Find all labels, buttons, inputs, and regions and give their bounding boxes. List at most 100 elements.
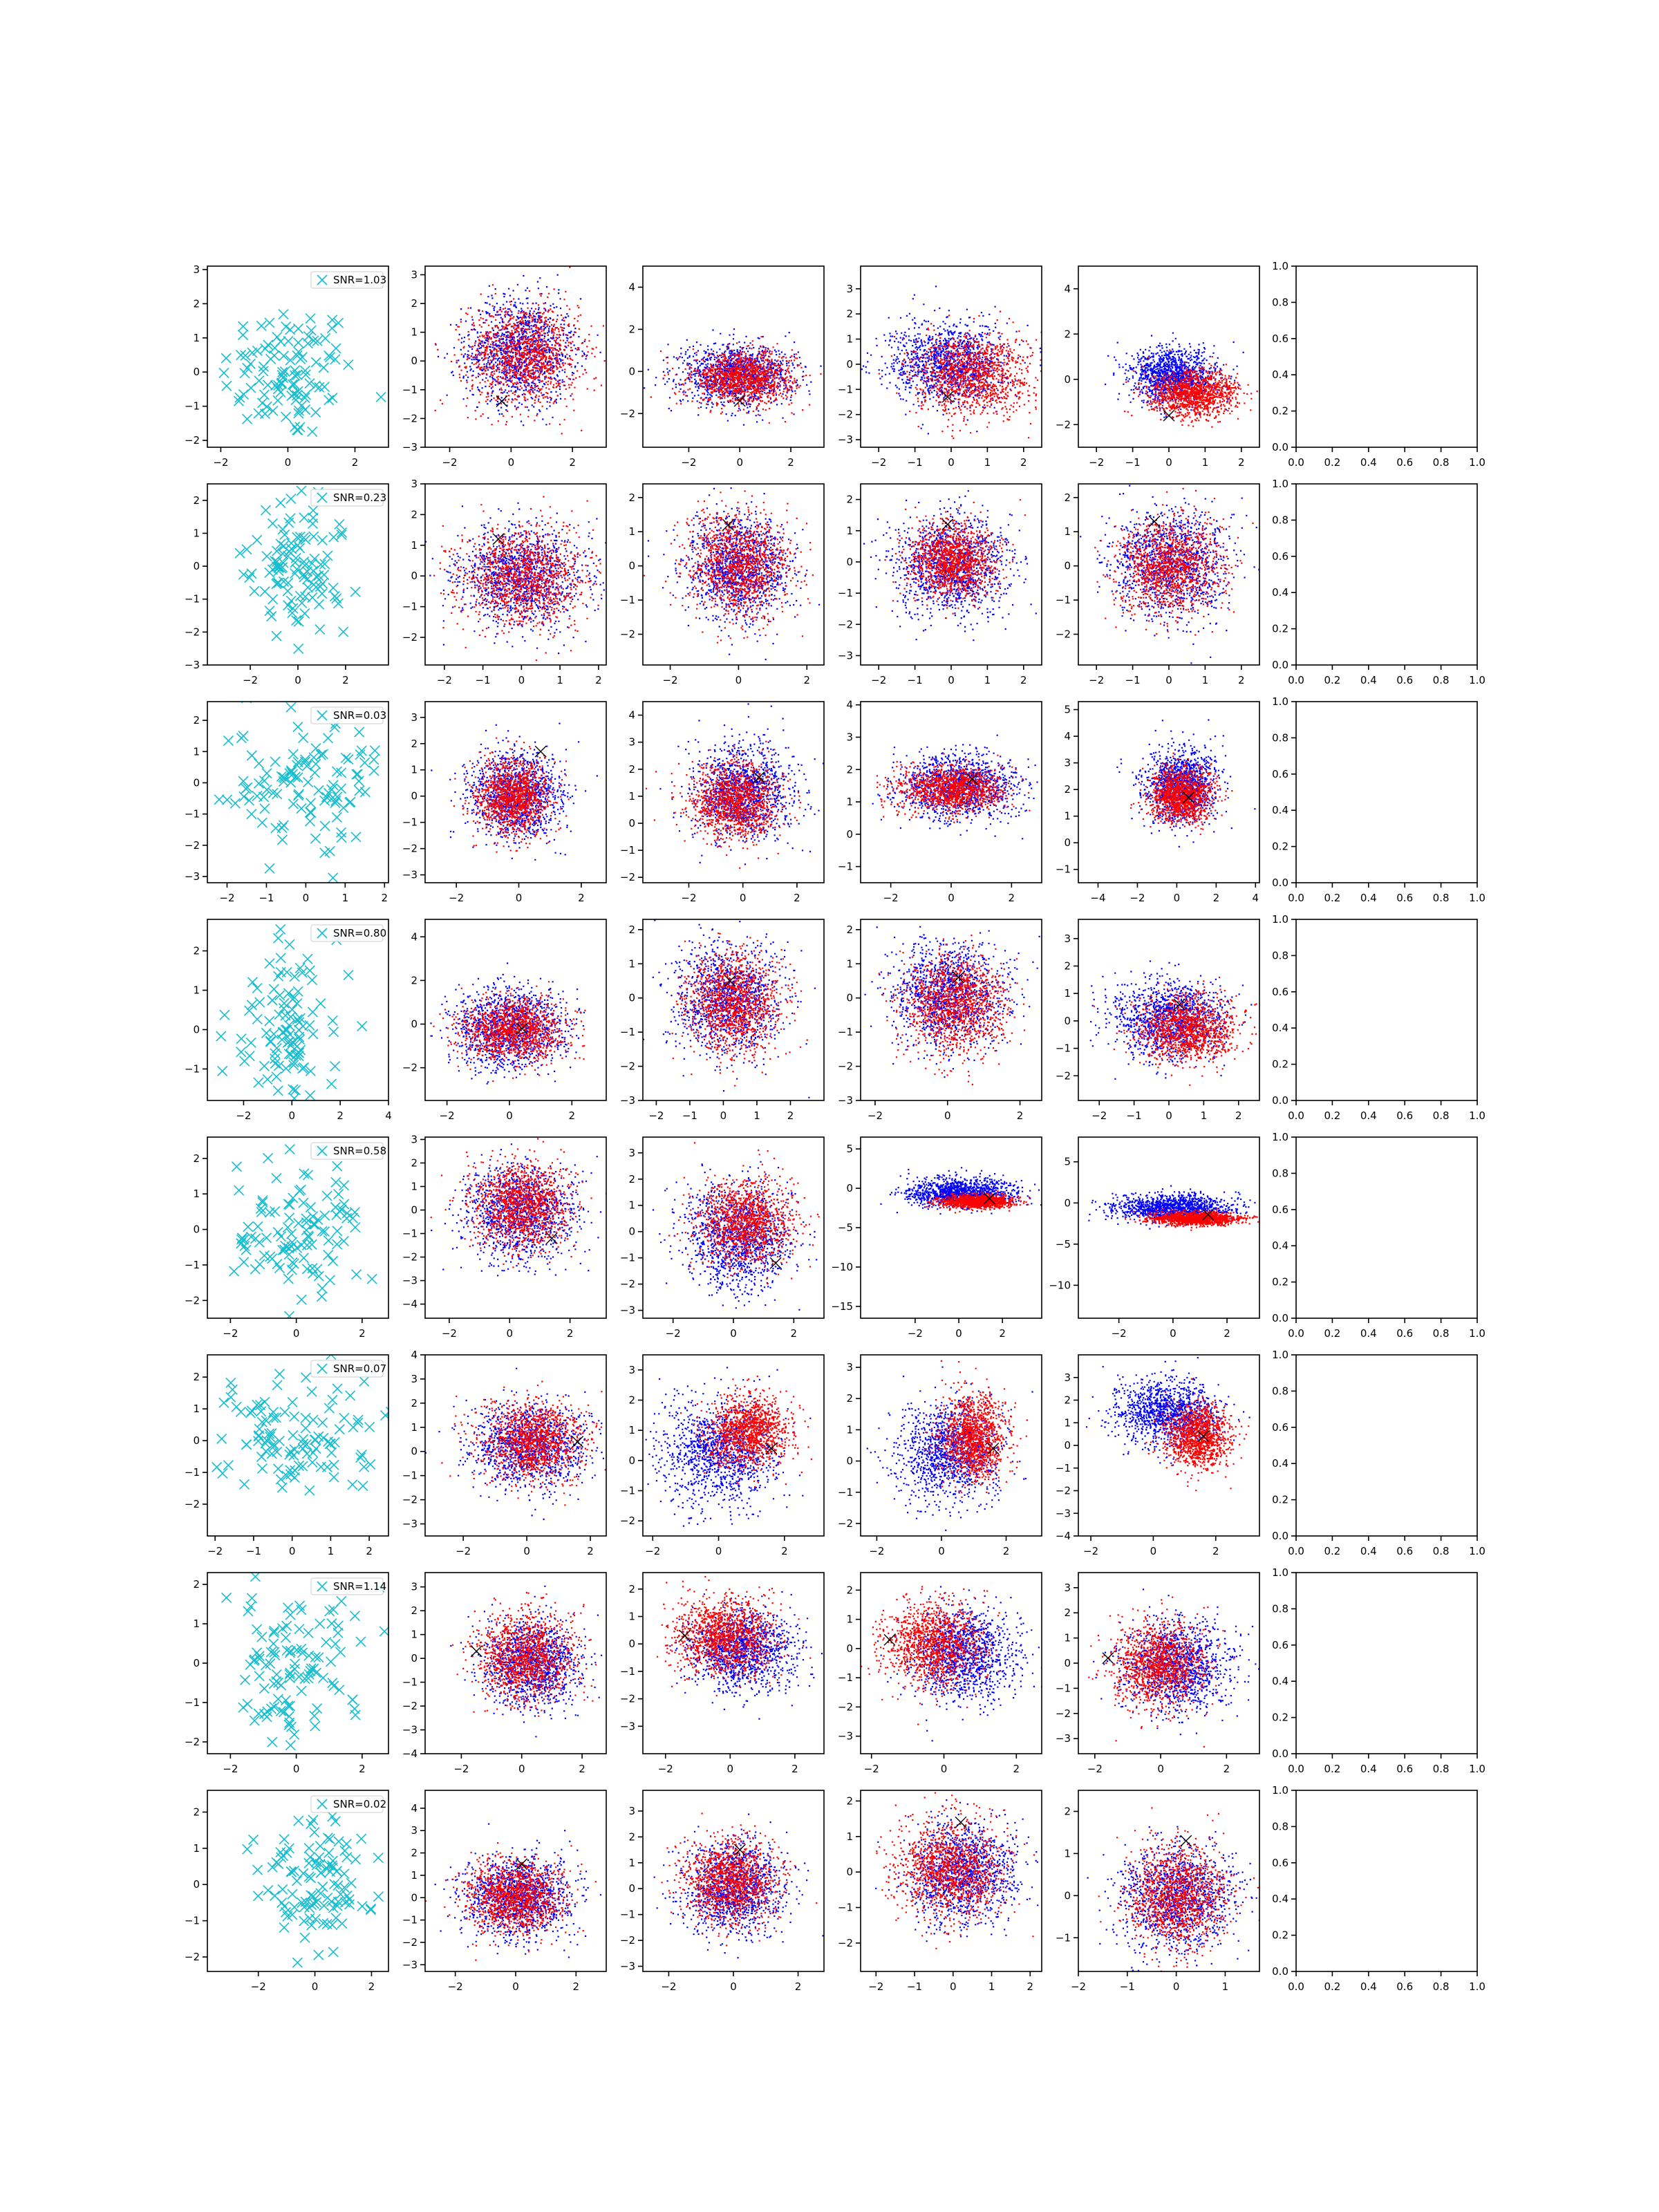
panel-r2-c5-empty: 0.0 0.2 0.4 0.6 0.8 1.00.00.20.40.60.81.0 bbox=[1272, 695, 1485, 904]
y-tick-label: 1 bbox=[1064, 987, 1071, 1000]
x-tick-label: −1 bbox=[1120, 1980, 1135, 1993]
x-tick-label: 0 bbox=[506, 1109, 513, 1122]
y-tick-label: 1 bbox=[628, 525, 635, 538]
x-tick-label: 2 bbox=[337, 1109, 344, 1122]
x-tick-label: −2 bbox=[1112, 1327, 1127, 1340]
x-tick-label: 0.6 bbox=[1396, 1109, 1413, 1122]
x-tick-label: 0.0 bbox=[1288, 456, 1304, 469]
y-tick-label: −1 bbox=[185, 1466, 200, 1479]
x-tick-label: 0.4 bbox=[1360, 892, 1377, 904]
x-tick-label: −1 bbox=[246, 1545, 261, 1557]
y-tick-label: 0 bbox=[411, 355, 418, 367]
x-tick-label: 0.6 bbox=[1396, 674, 1413, 686]
x-tick-label: 0.2 bbox=[1324, 1763, 1340, 1775]
y-tick-label: 0.4 bbox=[1272, 586, 1288, 599]
x-tick-label: −4 bbox=[1090, 892, 1105, 904]
x-tick-label: 0.0 bbox=[1288, 1763, 1304, 1775]
x-tick-label: 0.8 bbox=[1433, 1327, 1450, 1340]
y-tick-label: 0.2 bbox=[1272, 1276, 1288, 1288]
x-tick-label: 2 bbox=[804, 674, 811, 686]
x-tick-label: 1.0 bbox=[1469, 456, 1485, 469]
x-tick-label: 0.8 bbox=[1433, 1980, 1450, 1993]
x-tick-label: 0 bbox=[1165, 456, 1172, 469]
y-tick-label: 1.0 bbox=[1272, 1349, 1288, 1361]
y-tick-label: 0 bbox=[846, 358, 853, 371]
y-tick-label: −4 bbox=[1056, 1530, 1071, 1542]
x-tick-label: 0.0 bbox=[1288, 1980, 1304, 1993]
x-tick-label: 1.0 bbox=[1469, 1980, 1485, 1993]
panel-r3-c5-empty: 0.0 0.2 0.4 0.6 0.8 1.00.00.20.40.60.81.0 bbox=[1272, 913, 1485, 1122]
y-tick-label: 3 bbox=[411, 1373, 418, 1385]
y-tick-label: −2 bbox=[620, 1693, 635, 1705]
y-tick-label: −2 bbox=[402, 412, 418, 424]
y-tick-label: 0.2 bbox=[1272, 1058, 1288, 1071]
x-tick-label: 0.6 bbox=[1396, 1545, 1413, 1557]
x-tick-label: 2 bbox=[1027, 1980, 1034, 1993]
y-tick-label: −2 bbox=[1056, 628, 1071, 641]
y-tick-label: 0 bbox=[846, 992, 853, 1004]
panel-r4-c3: −2 0 2−15−10−505 bbox=[831, 1137, 1042, 1340]
y-tick-label: −1 bbox=[402, 1914, 418, 1927]
y-tick-label: 0.0 bbox=[1272, 1312, 1288, 1324]
x-tick-label: −2 bbox=[658, 1763, 673, 1775]
y-tick-label: 0.6 bbox=[1272, 1203, 1288, 1216]
y-tick-label: 1 bbox=[846, 957, 853, 970]
x-tick-label: 1 bbox=[1202, 674, 1209, 686]
y-tick-label: −3 bbox=[1056, 1507, 1071, 1519]
x-tick-label: 0 bbox=[948, 674, 955, 686]
y-tick-label: 2 bbox=[411, 1604, 418, 1617]
x-tick-label: 2 bbox=[1224, 1763, 1230, 1775]
y-tick-label: 3 bbox=[1064, 1371, 1071, 1384]
y-tick-label: 3 bbox=[1064, 932, 1071, 945]
axes-background bbox=[643, 1573, 824, 1754]
data-point bbox=[259, 1100, 268, 1110]
y-tick-label: −3 bbox=[402, 1724, 418, 1736]
y-tick-label: 2 bbox=[846, 1392, 853, 1405]
y-tick-label: 0.8 bbox=[1272, 296, 1288, 308]
y-tick-label: 3 bbox=[411, 711, 418, 724]
x-tick-label: −2 bbox=[442, 1327, 457, 1340]
y-tick-label: 1 bbox=[846, 796, 853, 808]
x-tick-label: 0.2 bbox=[1324, 1327, 1340, 1340]
y-tick-label: −1 bbox=[620, 1485, 635, 1497]
data-point bbox=[390, 1927, 400, 1936]
x-tick-label: 2 bbox=[791, 1763, 798, 1775]
x-tick-label: 1 bbox=[984, 674, 991, 686]
y-tick-label: 0.2 bbox=[1272, 405, 1288, 418]
y-tick-label: 0 bbox=[411, 790, 418, 803]
y-tick-label: 0 bbox=[628, 560, 635, 572]
x-tick-label: 0.0 bbox=[1288, 892, 1304, 904]
y-tick-label: 3 bbox=[411, 478, 418, 490]
x-tick-label: −2 bbox=[1089, 674, 1104, 686]
x-tick-label: −2 bbox=[243, 674, 258, 686]
y-tick-label: 2 bbox=[628, 1173, 635, 1185]
y-tick-label: 2 bbox=[846, 763, 853, 776]
axes-background bbox=[207, 1573, 388, 1754]
x-tick-label: 2 bbox=[366, 1545, 373, 1557]
y-tick-label: −2 bbox=[620, 1278, 635, 1291]
y-tick-label: 5 bbox=[1064, 1156, 1071, 1168]
y-tick-label: −4 bbox=[402, 1298, 418, 1311]
y-tick-label: 0 bbox=[1064, 373, 1071, 386]
y-tick-label: 1 bbox=[628, 1199, 635, 1212]
legend: SNR=0.02 bbox=[311, 1796, 386, 1812]
y-tick-label: 2 bbox=[1064, 328, 1071, 340]
y-tick-label: 1 bbox=[1064, 810, 1071, 823]
x-tick-label: 1.0 bbox=[1469, 892, 1485, 904]
x-tick-label: 2 bbox=[794, 892, 800, 904]
x-tick-label: 2 bbox=[1013, 1763, 1020, 1775]
y-tick-label: 4 bbox=[628, 281, 635, 293]
y-tick-label: 3 bbox=[411, 1581, 418, 1593]
legend: SNR=0.80 bbox=[311, 925, 386, 941]
y-tick-label: 0.0 bbox=[1272, 1965, 1288, 1978]
y-tick-label: 1 bbox=[846, 1830, 853, 1843]
y-tick-label: 0 bbox=[411, 1018, 418, 1031]
